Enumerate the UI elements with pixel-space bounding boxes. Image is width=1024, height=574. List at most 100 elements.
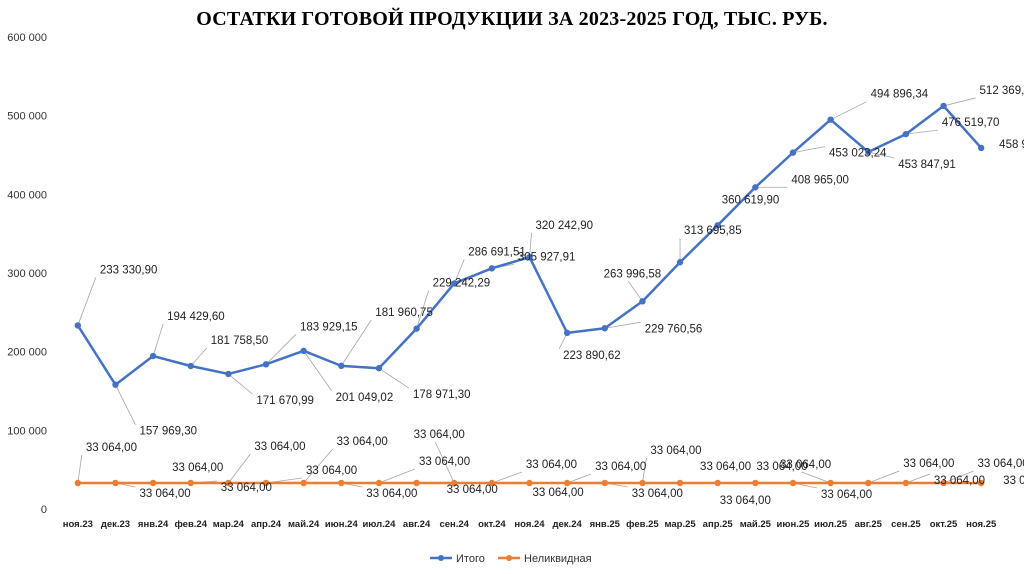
data-label: 33 064,00 bbox=[903, 458, 954, 470]
label-leader-line bbox=[792, 146, 826, 154]
data-label: 229 760,56 bbox=[645, 323, 703, 335]
data-point bbox=[375, 479, 383, 487]
data-label: 33 064,00 bbox=[978, 458, 1024, 470]
data-point bbox=[639, 298, 646, 305]
label-leader-line bbox=[228, 453, 251, 484]
data-point bbox=[451, 479, 458, 487]
series-lines bbox=[76, 104, 983, 485]
label-leader-line bbox=[190, 347, 208, 367]
data-label: 33 064,00 bbox=[526, 459, 577, 471]
data-label: 171 670,99 bbox=[256, 395, 314, 407]
data-point bbox=[714, 222, 721, 229]
x-tick-label: окт.25 bbox=[930, 519, 958, 530]
data-point bbox=[262, 479, 270, 487]
data-label: 33 064,00 bbox=[86, 442, 137, 454]
data-label: 320 242,90 bbox=[536, 220, 594, 232]
label-leader-line bbox=[378, 367, 410, 389]
data-point bbox=[225, 479, 232, 487]
data-label: 476 519,70 bbox=[942, 117, 1000, 129]
y-tick-label: 100 000 bbox=[7, 425, 47, 437]
label-leader-line bbox=[801, 471, 831, 484]
label-leader-line bbox=[77, 454, 83, 484]
data-label: 33 064,00 bbox=[1003, 475, 1024, 487]
x-tick-label: авг.25 bbox=[855, 519, 883, 530]
label-leader-line bbox=[868, 151, 895, 159]
data-point bbox=[902, 479, 910, 487]
data-point bbox=[977, 144, 985, 152]
data-point bbox=[74, 479, 82, 487]
x-tick-label: дек.23 bbox=[101, 519, 130, 530]
data-point bbox=[752, 184, 759, 191]
data-label: 183 929,15 bbox=[300, 321, 358, 333]
y-tick-label: 500 000 bbox=[7, 111, 47, 123]
data-point bbox=[413, 325, 420, 332]
data-label: 33 064,00 bbox=[533, 487, 584, 499]
data-point bbox=[300, 479, 307, 487]
label-leader-line bbox=[830, 101, 867, 121]
data-point bbox=[940, 479, 947, 487]
data-point bbox=[714, 479, 721, 487]
label-leader-line bbox=[416, 290, 429, 329]
y-tick-label: 600 000 bbox=[7, 32, 47, 44]
data-label: 33 064,00 bbox=[221, 482, 272, 494]
data-label: 33 064,00 bbox=[306, 465, 357, 477]
label-leader-line bbox=[642, 457, 647, 484]
data-label: 157 969,30 bbox=[139, 426, 197, 438]
y-tick-label: 0 bbox=[41, 504, 47, 516]
data-label: 33 064,00 bbox=[700, 461, 751, 473]
data-point bbox=[149, 352, 157, 360]
data-point bbox=[300, 347, 307, 355]
data-label: 33 064,00 bbox=[254, 441, 305, 453]
data-label: 33 064,00 bbox=[337, 436, 388, 448]
label-leader-line bbox=[303, 350, 332, 392]
x-tick-label: апр.25 bbox=[703, 519, 734, 530]
data-point bbox=[112, 479, 119, 487]
data-point bbox=[902, 130, 910, 138]
data-point bbox=[413, 479, 420, 487]
chart-title: ОСТАТКИ ГОТОВОЙ ПРОДУКЦИИ ЗА 2023-2025 Г… bbox=[196, 8, 828, 30]
data-point bbox=[940, 102, 947, 110]
x-tick-label: май.24 bbox=[288, 519, 320, 530]
label-leader-line bbox=[265, 334, 297, 365]
data-point bbox=[639, 479, 646, 487]
label-leader-line bbox=[115, 384, 136, 425]
data-label: 33 064,00 bbox=[139, 488, 190, 500]
data-label: 178 971,30 bbox=[413, 389, 471, 401]
label-leader-line bbox=[566, 473, 592, 484]
data-point bbox=[789, 479, 797, 487]
data-label: 33 064,00 bbox=[821, 489, 872, 501]
data-label: 33 064,00 bbox=[780, 459, 831, 471]
x-tick-label: янв.25 bbox=[590, 519, 621, 530]
x-axis: ноя.23 дек.23 янв.24 фев.24 мар.24 апр.24 май.… bbox=[63, 519, 997, 530]
data-point bbox=[149, 479, 157, 487]
data-point bbox=[338, 479, 345, 487]
data-label: 263 996,58 bbox=[604, 268, 662, 280]
data-label: 458 992,13 bbox=[999, 139, 1024, 151]
data-point bbox=[601, 325, 608, 332]
x-tick-label: фев.24 bbox=[174, 519, 207, 530]
legend-label: Итого bbox=[456, 553, 485, 565]
data-point bbox=[112, 381, 119, 388]
data-point bbox=[676, 479, 684, 487]
label-leader-line bbox=[604, 321, 641, 329]
x-tick-label: ноя.24 bbox=[514, 519, 545, 530]
x-tick-label: ноя.23 bbox=[63, 519, 93, 530]
x-tick-label: июл.25 bbox=[814, 519, 848, 530]
legend-swatch-marker bbox=[438, 555, 444, 561]
data-label: 453 023,24 bbox=[829, 148, 887, 160]
x-tick-label: мар.25 bbox=[664, 519, 696, 530]
label-leader-line bbox=[378, 468, 416, 484]
x-tick-label: мар.24 bbox=[213, 519, 245, 530]
series-points bbox=[74, 102, 985, 487]
data-label: 194 429,60 bbox=[167, 311, 225, 323]
y-tick-label: 200 000 bbox=[7, 347, 47, 359]
data-label: 33 064,00 bbox=[419, 456, 470, 468]
y-tick-label: 400 000 bbox=[7, 189, 47, 201]
label-leader-line bbox=[628, 281, 643, 302]
x-tick-label: янв.24 bbox=[138, 519, 169, 530]
data-label: 223 890,62 bbox=[563, 350, 621, 362]
data-point bbox=[977, 479, 985, 487]
x-tick-label: сен.24 bbox=[439, 519, 469, 530]
data-point bbox=[375, 365, 383, 372]
x-tick-label: окт.24 bbox=[478, 519, 506, 530]
